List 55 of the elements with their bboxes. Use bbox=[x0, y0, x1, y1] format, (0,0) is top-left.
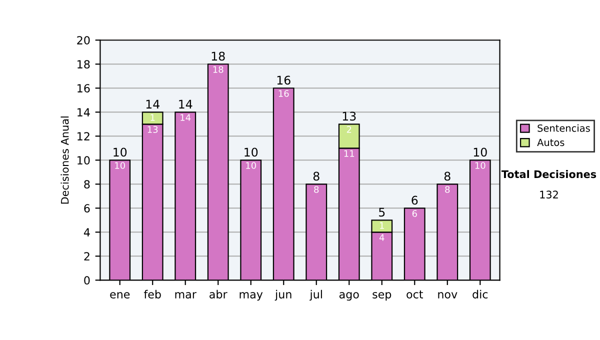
data-label: 1 bbox=[150, 114, 155, 121]
data-label: 8 bbox=[314, 186, 319, 193]
total-label: 16 bbox=[277, 76, 290, 85]
y-tick-label: 0 bbox=[84, 276, 90, 285]
x-tick-label: jul bbox=[310, 290, 322, 301]
data-label: 10 bbox=[475, 162, 486, 169]
x-tick-label: jun bbox=[274, 290, 292, 301]
data-label: 13 bbox=[148, 126, 158, 133]
x-tick-label: may bbox=[240, 292, 263, 301]
data-label: 11 bbox=[344, 150, 354, 157]
total-label: 10 bbox=[114, 148, 127, 157]
y-tick-label: 2 bbox=[84, 252, 90, 260]
total-label: 5 bbox=[379, 208, 385, 217]
x-tick-label: feb bbox=[144, 290, 161, 298]
total-label: 14 bbox=[146, 100, 160, 108]
data-label: 14 bbox=[180, 114, 191, 121]
data-label: 1 bbox=[380, 222, 384, 229]
y-axis-title: Decisiones Anual bbox=[60, 116, 69, 204]
data-label: 4 bbox=[379, 234, 384, 241]
x-tick-label: dic bbox=[472, 290, 488, 298]
total-label: 10 bbox=[244, 148, 258, 157]
y-tick-label: 8 bbox=[84, 180, 90, 189]
text: Total Decisiones bbox=[501, 170, 596, 178]
x-tick-label: sep bbox=[372, 292, 392, 301]
legend-label: Sentencias bbox=[538, 124, 590, 132]
y-tick-label: 10 bbox=[78, 156, 90, 165]
y-tick-label: 20 bbox=[77, 36, 90, 44]
total-label: 14 bbox=[179, 100, 192, 108]
legend-label: Autos bbox=[537, 138, 564, 146]
total-label: 10 bbox=[474, 148, 487, 157]
x-tick-label: nov bbox=[438, 292, 458, 298]
data-label: 10 bbox=[246, 162, 256, 169]
x-tick-label: oct bbox=[406, 290, 424, 298]
data-label: 16 bbox=[278, 90, 289, 97]
x-tick-label: mar bbox=[175, 292, 196, 298]
data-label: 8 bbox=[445, 186, 450, 193]
data-label: 2 bbox=[346, 126, 352, 133]
total-label: 8 bbox=[444, 172, 450, 181]
y-tick-label: 4 bbox=[84, 228, 90, 236]
total-label: 6 bbox=[412, 196, 418, 205]
y-tick-label: 6 bbox=[84, 204, 90, 213]
y-tick-label: 18 bbox=[78, 60, 90, 69]
total-label: 8 bbox=[313, 172, 320, 181]
data-label: 6 bbox=[412, 210, 417, 217]
y-tick-label: 12 bbox=[78, 132, 90, 140]
total-label: 18 bbox=[212, 52, 225, 61]
x-tick-label: ene bbox=[110, 292, 130, 298]
x-tick-label: ago bbox=[339, 292, 359, 301]
total-label: 13 bbox=[342, 112, 356, 121]
x-tick-label: abr bbox=[210, 290, 228, 298]
data-label: 10 bbox=[115, 162, 125, 169]
y-tick-label: 14 bbox=[78, 108, 90, 116]
data-label: 18 bbox=[213, 66, 224, 73]
text: 132 bbox=[540, 190, 558, 199]
y-tick-label: 16 bbox=[78, 84, 90, 93]
